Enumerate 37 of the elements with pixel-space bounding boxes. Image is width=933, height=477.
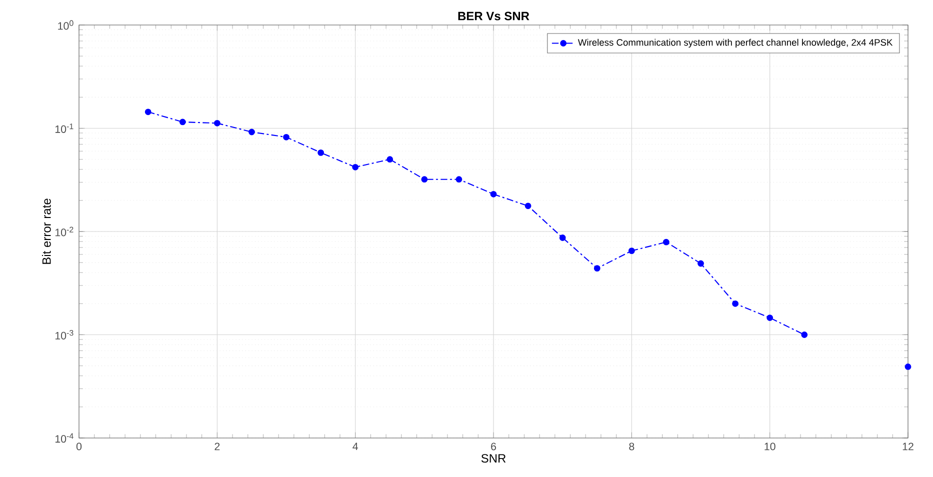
y-tick-label: 10$^{-1}$ bbox=[55, 124, 74, 133]
y-tick-label: 10$^{-4}$ bbox=[55, 433, 74, 443]
x-tick-label: 4 bbox=[352, 442, 358, 450]
point bbox=[801, 332, 808, 338]
point bbox=[766, 314, 774, 321]
point bbox=[732, 300, 738, 307]
point bbox=[283, 134, 290, 140]
point bbox=[628, 248, 635, 254]
x-tick-label: 2 bbox=[214, 442, 220, 450]
y-tick-label: 10$^{-2}$ bbox=[55, 226, 74, 236]
point bbox=[698, 260, 704, 267]
point bbox=[594, 265, 600, 272]
point bbox=[421, 176, 428, 183]
point bbox=[663, 238, 670, 246]
y-axis-title: Bit error rate bbox=[42, 198, 51, 264]
x-tick-label: 10 bbox=[764, 442, 776, 450]
x-axis-title: SNR bbox=[481, 454, 506, 463]
point bbox=[904, 364, 912, 370]
x-tick-label: 8 bbox=[629, 442, 634, 450]
point bbox=[179, 118, 186, 126]
point bbox=[144, 108, 152, 116]
point bbox=[352, 164, 359, 170]
y-tick-label: 10$^{-3}$ bbox=[55, 330, 74, 340]
x-tick-label: 12 bbox=[902, 442, 914, 450]
point bbox=[490, 190, 497, 198]
chart-title: BER Vs SNR bbox=[458, 12, 530, 20]
point bbox=[318, 149, 324, 156]
point bbox=[559, 234, 566, 241]
point bbox=[456, 176, 462, 183]
point bbox=[386, 156, 394, 163]
x-tick-label: 0 bbox=[76, 442, 82, 450]
point bbox=[214, 120, 220, 126]
y-tick-label: 10$^{0}$ bbox=[58, 20, 74, 30]
legend-label: Wireless Communication system with perfect channel knowledge, 2x4 4PSK bbox=[578, 38, 893, 48]
point bbox=[248, 128, 255, 136]
x-tick-label: 6 bbox=[491, 442, 496, 450]
point bbox=[524, 202, 532, 210]
